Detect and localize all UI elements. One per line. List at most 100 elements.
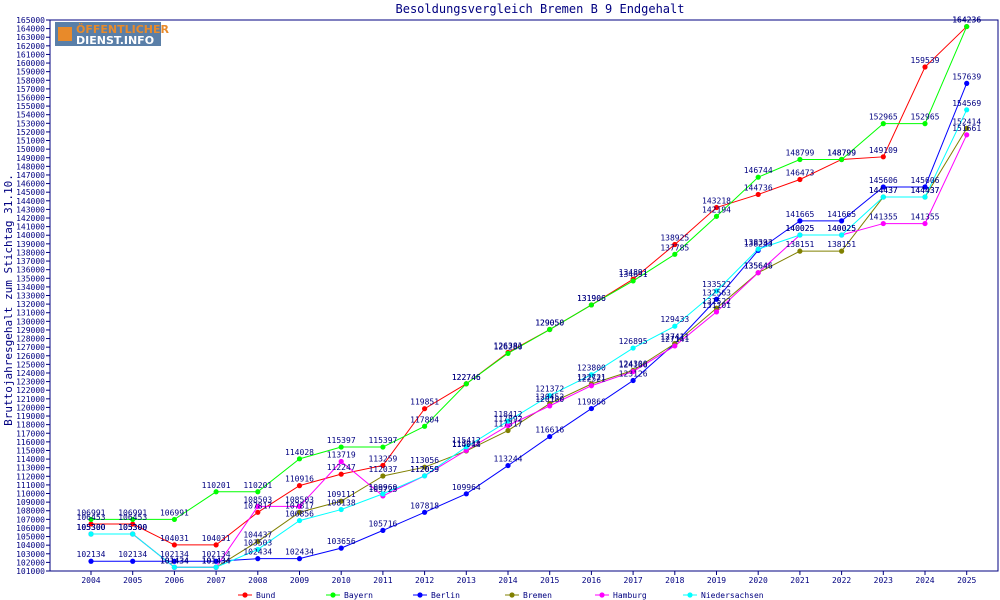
data-label: 157639 — [952, 72, 981, 81]
y-tick-label: 156000 — [16, 93, 45, 102]
data-point — [422, 406, 428, 412]
data-label: 129433 — [660, 315, 689, 324]
data-point — [130, 531, 136, 537]
data-label: 120180 — [535, 395, 564, 404]
series-line-niedersachsen — [91, 109, 968, 568]
data-point — [547, 403, 553, 409]
data-point — [505, 427, 511, 434]
data-point — [380, 527, 386, 533]
data-point — [338, 545, 344, 551]
data-point — [839, 156, 845, 163]
y-tick-label: 129000 — [16, 326, 45, 335]
data-point — [797, 218, 803, 224]
data-point — [672, 241, 678, 248]
series-line-bremen — [91, 128, 968, 568]
data-point — [797, 176, 803, 183]
data-point — [797, 232, 803, 238]
data-label: 138151 — [827, 240, 856, 249]
data-label: 126895 — [619, 337, 648, 346]
x-tick-label: 2015 — [540, 576, 559, 585]
data-label: 140025 — [827, 224, 856, 233]
data-point — [380, 462, 386, 469]
data-label: 112247 — [327, 463, 356, 472]
data-label: 117892 — [494, 415, 523, 424]
data-label: 140025 — [827, 224, 856, 233]
y-tick-label: 130000 — [16, 317, 45, 326]
data-label: 133522 — [702, 280, 731, 289]
data-point — [380, 491, 386, 497]
data-label: 145606 — [911, 176, 940, 185]
data-label: 115012 — [452, 439, 481, 448]
data-point — [338, 506, 344, 513]
data-label: 134891 — [619, 268, 648, 277]
data-label: 127141 — [660, 335, 689, 344]
data-point — [713, 309, 720, 315]
data-label: 115397 — [368, 436, 397, 445]
data-label: 129050 — [535, 319, 564, 328]
x-tick-label: 2006 — [165, 576, 184, 585]
data-point — [255, 538, 261, 545]
data-label: 144437 — [869, 186, 898, 195]
x-tick-label: 2008 — [248, 576, 267, 585]
x-tick-label: 2013 — [457, 576, 476, 585]
data-point — [380, 473, 386, 479]
y-tick-label: 148000 — [16, 162, 45, 171]
data-label: 105716 — [368, 519, 397, 528]
data-point — [213, 489, 219, 495]
data-label: 109964 — [452, 483, 481, 492]
data-point — [505, 418, 511, 424]
data-label: 107818 — [410, 501, 439, 510]
data-label: 104031 — [160, 534, 189, 543]
data-point — [88, 521, 94, 527]
data-point — [922, 184, 928, 190]
data-point — [672, 343, 678, 349]
data-point — [213, 542, 219, 548]
data-point — [588, 302, 595, 308]
data-point — [130, 558, 136, 564]
data-label: 146744 — [744, 166, 773, 175]
data-label: 102434 — [285, 548, 314, 557]
legend-label: Bremen — [523, 591, 552, 600]
y-tick-label: 162000 — [16, 42, 45, 51]
y-tick-label: 103000 — [16, 550, 45, 559]
data-label: 142194 — [702, 205, 731, 214]
data-point — [338, 458, 344, 465]
site-logo: ÖFFENTLICHER DIENST.INFO — [55, 22, 169, 47]
data-point — [296, 556, 303, 562]
data-label: 105300 — [118, 523, 147, 532]
y-tick-label: 154000 — [16, 111, 45, 120]
data-point — [380, 444, 386, 450]
data-label: 126381 — [494, 341, 523, 350]
data-label: 101434 — [160, 556, 189, 565]
data-label: 131906 — [577, 294, 606, 303]
data-label: 110201 — [202, 481, 231, 490]
data-label: 131101 — [702, 301, 731, 310]
data-label: 144437 — [911, 186, 940, 195]
y-tick-label: 163000 — [16, 33, 45, 42]
data-point — [422, 423, 428, 429]
data-point — [88, 531, 94, 537]
data-point — [880, 194, 886, 200]
series-line-hamburg — [91, 134, 968, 568]
y-tick-label: 149000 — [16, 154, 45, 163]
data-label: 131906 — [577, 294, 606, 303]
data-label: 122521 — [577, 375, 606, 384]
data-label: 105300 — [118, 523, 147, 532]
data-label: 119851 — [410, 398, 439, 407]
data-label: 143218 — [702, 197, 731, 206]
x-tick-label: 2011 — [373, 576, 392, 585]
data-point — [296, 483, 303, 489]
data-label: 123800 — [577, 364, 606, 373]
data-point — [755, 270, 761, 276]
y-tick-label: 128000 — [16, 335, 45, 344]
data-point — [880, 184, 886, 190]
data-label: 104031 — [202, 534, 231, 543]
series-line-bund — [91, 26, 968, 546]
y-tick-label: 126000 — [16, 352, 45, 361]
data-label: 124166 — [619, 361, 648, 370]
y-tick-label: 140000 — [16, 231, 45, 240]
data-label: 106991 — [77, 508, 106, 517]
data-point — [505, 350, 511, 356]
data-label: 152414 — [952, 117, 981, 126]
